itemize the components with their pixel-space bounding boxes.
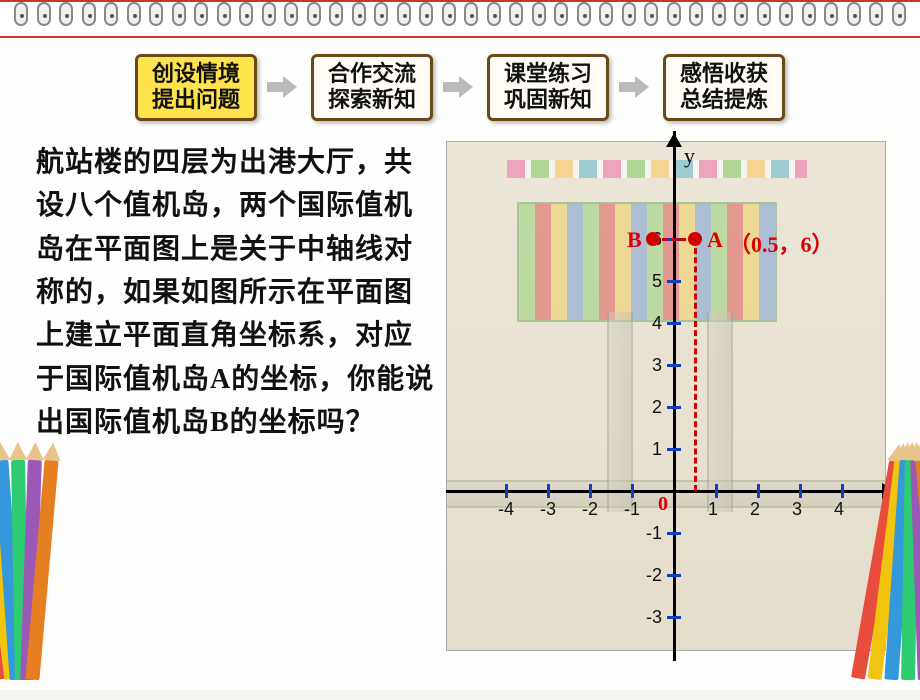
y-tick-label: 5	[652, 271, 662, 292]
point-label-A: A	[707, 227, 723, 253]
y-tick-label: 1	[652, 439, 662, 460]
nav-arrow-icon	[267, 76, 301, 98]
nav-step-1-line2: 提出问题	[152, 87, 240, 113]
x-tick-label: -2	[582, 499, 598, 520]
step-nav: 创设情境 提出问题 合作交流 探索新知 课堂练习 巩固新知 感悟收获 总结提炼	[0, 38, 920, 131]
nav-step-3-line2: 巩固新知	[504, 87, 592, 113]
nav-step-2-line2: 探索新知	[328, 87, 416, 113]
nav-step-3-line1: 课堂练习	[504, 61, 592, 87]
x-tick-label: 1	[708, 499, 718, 520]
axes-overlay: xy0-4-3-2-11234123456-1-2-3A（0.5，6）B	[446, 141, 900, 661]
nav-step-2-line1: 合作交流	[328, 61, 416, 87]
y-axis-label: y	[684, 143, 695, 169]
nav-step-1-line1: 创设情境	[152, 61, 240, 87]
x-tick-label: -4	[498, 499, 514, 520]
spiral-binding	[0, 0, 920, 38]
nav-arrow-icon	[619, 76, 653, 98]
x-tick-label: 4	[834, 499, 844, 520]
y-tick-label: 3	[652, 355, 662, 376]
x-tick-label: 3	[792, 499, 802, 520]
nav-step-3[interactable]: 课堂练习 巩固新知	[487, 54, 609, 121]
y-tick-label: -2	[646, 565, 662, 586]
nav-step-1[interactable]: 创设情境 提出问题	[135, 54, 257, 121]
nav-step-2[interactable]: 合作交流 探索新知	[311, 54, 433, 121]
coordinate-figure: xy0-4-3-2-11234123456-1-2-3A（0.5，6）B	[446, 141, 900, 661]
point-label-B: B	[627, 227, 642, 253]
x-tick-label: 2	[750, 499, 760, 520]
nav-step-4[interactable]: 感悟收获 总结提炼	[663, 54, 785, 121]
problem-text: 航站楼的四层为出港大厅，共设八个值机岛，两个国际值机岛在平面图上是关于中轴线对称…	[36, 141, 436, 661]
y-tick-label: 4	[652, 313, 662, 334]
dash-horizontal	[653, 238, 695, 241]
x-axis-label: x	[892, 495, 903, 521]
point-coord-A: （0.5，6）	[729, 227, 834, 259]
x-tick-label: -1	[624, 499, 640, 520]
nav-step-4-line1: 感悟收获	[680, 61, 768, 87]
nav-step-4-line2: 总结提炼	[680, 87, 768, 113]
y-tick-label: -3	[646, 607, 662, 628]
y-tick-label: 2	[652, 397, 662, 418]
dash-vertical	[694, 239, 697, 491]
y-tick-label: -1	[646, 523, 662, 544]
x-tick-label: -3	[540, 499, 556, 520]
nav-arrow-icon	[443, 76, 477, 98]
origin-label: 0	[658, 493, 668, 516]
